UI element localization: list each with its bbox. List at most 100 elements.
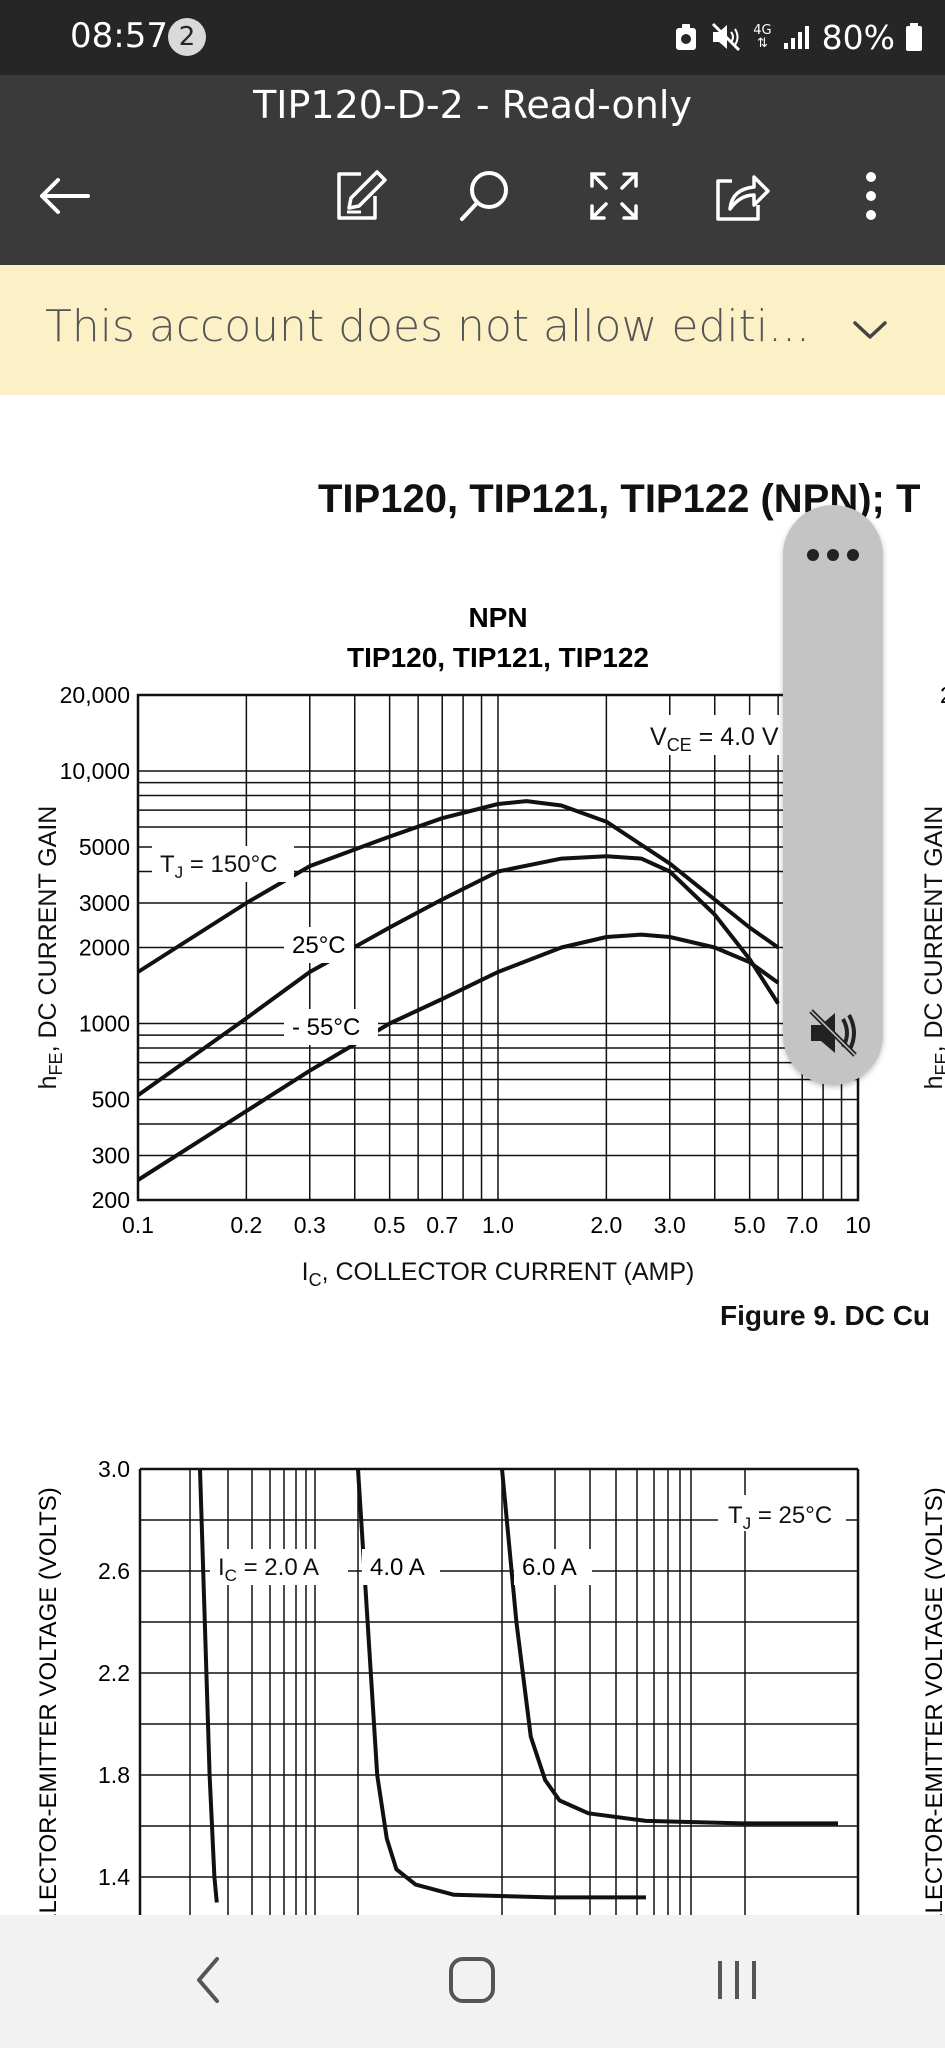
chart2-series-label-bg (362, 1549, 440, 1585)
chart1-right-y-axis-label: hFE, DC CURRENT GAIN (920, 806, 945, 1090)
chart1-series-label-bg (152, 846, 294, 882)
chart1-y-axis-label: hFE, DC CURRENT GAIN (34, 806, 66, 1090)
chevron-down-icon[interactable] (845, 305, 895, 355)
panel-more-button[interactable] (783, 525, 883, 585)
fullscreen-icon (590, 172, 638, 220)
notification-count-badge: 2 (168, 18, 206, 56)
chart1-x-axis-label: IC, COLLECTOR CURRENT (AMP) (302, 1258, 695, 1290)
chart1-series-label: - 55°C (292, 1014, 360, 1041)
chart2-y-tick-label: 2.6 (98, 1558, 130, 1584)
more-dots-icon (807, 549, 859, 561)
chart1-heading-npn: NPN (468, 602, 527, 633)
chart2-right-y-axis-label: COLLECTOR-EMITTER VOLTAGE (VOLTS) (921, 1487, 945, 1915)
fullscreen-button[interactable] (578, 160, 650, 232)
mute-status-icon (712, 22, 741, 52)
chart1-x-tick-label: 10 (845, 1212, 871, 1238)
dc-current-gain-chart: NPN TIP120, TIP121, TIP122 0.1 0.2 0.3 0.5 0.7… (34, 602, 945, 1290)
battery-icon (906, 23, 922, 51)
chart2-y-tick-label: 1.8 (98, 1762, 130, 1788)
search-button[interactable] (449, 160, 521, 232)
chart1-y-tick-label: 20,000 (60, 682, 130, 708)
backup-icon (676, 24, 697, 50)
chart1-y-tick-label: 1000 (79, 1011, 130, 1037)
chart2-series-line (500, 1468, 838, 1826)
chart1-series-label-bg (284, 927, 354, 963)
chart2-tj-label: TJ = 25°C (728, 1502, 832, 1533)
chart1-right-tick-fragment: 2 (940, 682, 945, 708)
chart1-vce-label-bg (640, 715, 782, 755)
nav-recents-icon (718, 1961, 756, 1999)
chart2-series-label-bg (210, 1549, 348, 1585)
back-button[interactable] (28, 160, 100, 232)
chart1-x-tick-label: 2.0 (590, 1212, 622, 1238)
chart2-series-label: IC = 2.0 A (218, 1554, 319, 1585)
chart1-x-tick-label: 0.7 (426, 1212, 458, 1238)
chart2-series-label: 6.0 A (522, 1554, 577, 1581)
more-options-button[interactable] (835, 160, 907, 232)
chart1-vce-label: VCE = 4.0 V (650, 723, 779, 755)
chart1-x-tick-label: 3.0 (654, 1212, 686, 1238)
share-icon (716, 175, 770, 221)
chart1-y-tick-label: 10,000 (60, 758, 130, 784)
chart1-x-tick-label: 7.0 (786, 1212, 818, 1238)
chart1-series-line (136, 932, 780, 1182)
edit-icon (337, 170, 387, 220)
chart1-y-tick-label: 300 (92, 1143, 130, 1169)
chart2-y-tick-label: 3.0 (98, 1456, 130, 1482)
search-icon (460, 171, 508, 221)
chart2-series-line (198, 1468, 219, 1903)
more-icon (866, 172, 876, 220)
chart1-x-tick-label: 0.1 (122, 1212, 154, 1238)
floating-media-panel[interactable] (783, 505, 883, 1085)
read-only-banner[interactable]: This account does not allow editi... (0, 265, 945, 395)
signal-icon (783, 26, 809, 49)
network-type: 4G ⇅ (753, 23, 772, 51)
figure-caption: Figure 9. DC Cu (720, 1300, 931, 1331)
nav-home-button[interactable] (432, 1945, 512, 2015)
chart1-x-tick-label: 0.2 (230, 1212, 262, 1238)
chart2-labels: 3.0 2.6 2.2 1.8 1.4 IC = 2.0 A 4.0 A 6.0 A TJ = … (35, 1456, 945, 1915)
nav-back-button[interactable] (168, 1945, 248, 2015)
chart1-heading-parts: TIP120, TIP121, TIP122 (347, 642, 649, 673)
chart2-tj-label-bg (718, 1495, 846, 1531)
nav-back-icon (197, 1957, 219, 2003)
chart1-series-label: 25°C (292, 932, 346, 959)
chart1-x-tick-label: 1.0 (482, 1212, 514, 1238)
chart1-y-tick-label: 2000 (79, 935, 130, 961)
chart2-y-tick-label: 2.2 (98, 1660, 130, 1686)
collector-emitter-voltage-chart: 3.0 2.6 2.2 1.8 1.4 IC = 2.0 A 4.0 A 6.0 A TJ = … (35, 1456, 945, 1915)
system-nav-bar (0, 1915, 945, 2048)
chart1-y-tick-label: 5000 (79, 834, 130, 860)
status-bar: 08:57 2 4G ⇅ 80% (0, 0, 945, 75)
chart2-curves (198, 1468, 838, 1903)
chart2-series-label: 4.0 A (370, 1554, 425, 1581)
status-icons: 4G ⇅ 80% (673, 15, 923, 59)
chart1-series-label-bg (284, 1009, 378, 1045)
chart1-y-tick-label: 200 (92, 1187, 130, 1213)
chart2-series-line (356, 1468, 646, 1900)
document-title: TIP120-D-2 - Read-only (253, 83, 692, 127)
chart2-grid (138, 1467, 860, 1915)
chart1-curves (136, 799, 780, 1182)
banner-message: This account does not allow editi... (45, 301, 811, 352)
chart1-x-tick-label: 5.0 (734, 1212, 766, 1238)
chart1-series-label: TJ = 150°C (160, 851, 278, 882)
chart1-labels: NPN TIP120, TIP121, TIP122 0.1 0.2 0.3 0.5 0.7… (34, 602, 945, 1290)
nav-recents-button[interactable] (697, 1945, 777, 2015)
chart1-series-line (136, 854, 780, 1097)
chart1-series-line (136, 799, 780, 974)
share-button[interactable] (705, 160, 777, 232)
edit-button[interactable] (323, 160, 395, 232)
nav-home-icon (449, 1957, 495, 2003)
battery-percent: 80% (821, 17, 895, 57)
mute-icon[interactable] (805, 1005, 861, 1061)
back-icon (40, 178, 90, 214)
chart1-y-tick-label: 3000 (79, 890, 130, 916)
chart1-grid (136, 693, 860, 1202)
app-header: TIP120-D-2 - Read-only (0, 75, 945, 265)
chart2-y-axis-label: COLLECTOR-EMITTER VOLTAGE (VOLTS) (35, 1487, 62, 1915)
chart2-y-tick-label: 1.4 (98, 1864, 130, 1890)
chart2-series-label-bg (514, 1549, 592, 1585)
chart1-x-tick-label: 0.5 (374, 1212, 406, 1238)
chart1-x-tick-label: 0.3 (294, 1212, 326, 1238)
